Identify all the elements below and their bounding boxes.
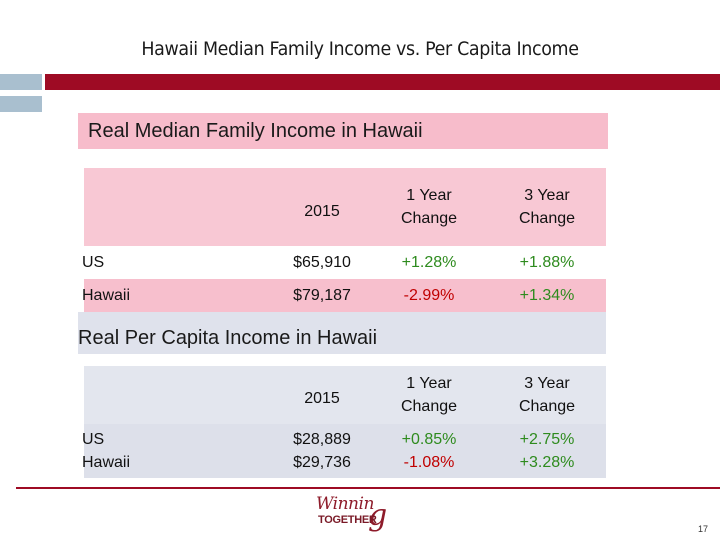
header-1-year-change: 1 Year Change [370,168,488,246]
header-3-year-line2: Change [518,398,576,415]
header-3-year-line2: Change [518,210,576,227]
values-2015: $28,889 $29,736 [274,424,370,478]
table-row-hawaii: Hawaii $79,187 -2.99% +1.34% [82,279,606,312]
three-year-change-hawaii: +3.28% [519,454,575,471]
header-1-year-line2: Change [400,210,458,227]
row-label-us: US [82,431,105,448]
header-1-year-change: 1 Year Change [370,366,488,424]
three-year-change-us: +2.75% [519,431,575,448]
header-empty-cell [84,366,274,424]
section-title-per-capita: Real Per Capita Income in Hawaii [78,312,606,354]
three-year-changes: +2.75% +3.28% [488,424,606,478]
header-1-year-line2: Change [400,398,458,415]
per-capita-income-table: 2015 1 Year Change 3 Year Change US Hawa… [82,366,606,478]
one-year-change-hawaii: -2.99% [370,279,488,312]
header-3-year-change: 3 Year Change [488,168,606,246]
header-3-year-line1: 3 Year [524,375,570,392]
table-row-us: US $65,910 +1.28% +1.88% [82,246,606,279]
header-3-year-change: 3 Year Change [488,366,606,424]
value-2015-hawaii: $29,736 [293,454,351,471]
value-2015-us: $28,889 [293,431,351,448]
header-1-year-line1: 1 Year [406,187,452,204]
footer-divider [16,487,720,489]
winning-together-logo: Winnin g TOGETHER [312,494,392,534]
one-year-change-hawaii: -1.08% [403,454,455,471]
row-label-us: US [82,253,105,271]
header-bar-red [45,74,720,90]
table-header-row: 2015 1 Year Change 3 Year Change [84,366,606,424]
page-number: 17 [697,524,708,534]
row-label-hawaii: Hawaii [82,454,131,471]
section-title-median-family: Real Median Family Income in Hawaii [78,113,608,149]
header-3-year-line1: 3 Year [524,187,570,204]
slide-title: Hawaii Median Family Income vs. Per Capi… [141,38,579,60]
header-bar-grey [0,74,42,90]
row-labels: US Hawaii [82,424,274,478]
one-year-changes: +0.85% -1.08% [370,424,488,478]
three-year-change-hawaii: +1.34% [488,279,606,312]
three-year-change-us: +1.88% [488,246,606,279]
value-2015-us: $65,910 [274,246,370,279]
table-header-row: 2015 1 Year Change 3 Year Change [84,168,606,246]
header-2015: 2015 [274,168,370,246]
header-2015: 2015 [274,366,370,424]
table-body-row: US Hawaii $28,889 $29,736 +0.85% -1.08% … [82,424,606,478]
logo-text-g: g [368,498,388,533]
header-1-year-line1: 1 Year [406,375,452,392]
logo-text-top: Winnin [316,494,374,514]
one-year-change-us: +1.28% [370,246,488,279]
header-empty-cell [84,168,274,246]
header-bar-grey-lower [0,96,42,112]
one-year-change-us: +0.85% [401,431,457,448]
row-label-hawaii: Hawaii [82,286,131,304]
logo-text-bottom: TOGETHER [318,514,377,526]
median-family-income-table: 2015 1 Year Change 3 Year Change US $65,… [82,168,606,312]
value-2015-hawaii: $79,187 [274,279,370,312]
